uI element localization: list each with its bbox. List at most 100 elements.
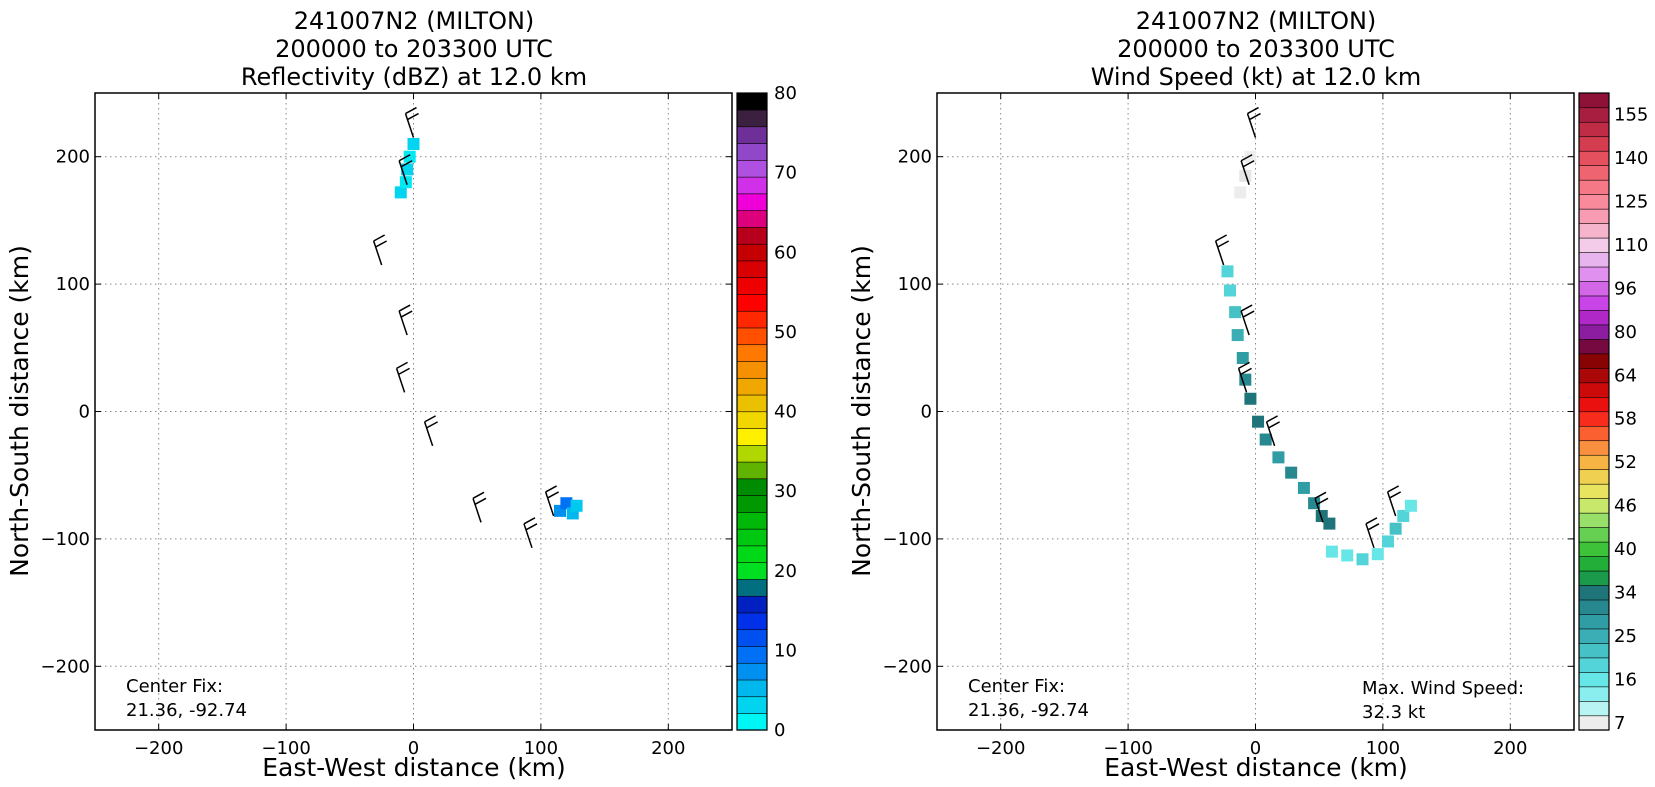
colorbar-segment (1578, 179, 1610, 195)
colorbar-segment (1578, 715, 1610, 731)
x-tick-label: 0 (1250, 738, 1261, 759)
colorbar-segment (736, 193, 768, 211)
colorbar-tick-label: 60 (774, 242, 797, 263)
colorbar-tick-label: 46 (1614, 496, 1637, 517)
wind-barb (404, 106, 419, 138)
colorbar-segment (736, 360, 768, 379)
colorbar-segment (1578, 165, 1610, 181)
wind-barb (472, 491, 487, 523)
colorbar-segment (736, 293, 768, 312)
data-point (1231, 329, 1244, 342)
data-point (1221, 265, 1234, 278)
wind-barb (544, 485, 559, 517)
data-point (1356, 553, 1369, 566)
left-gridlines (95, 93, 732, 730)
colorbar-segment (736, 427, 768, 446)
y-tick-label: 200 (898, 147, 932, 168)
data-point (1341, 549, 1354, 562)
colorbar-segment (1578, 425, 1610, 442)
right-x-ticks: −200 −100 0 100 200 (976, 93, 1527, 759)
right-center-fix-value: 21.36, -92.74 (968, 700, 1089, 721)
y-tick-label: 100 (898, 274, 932, 295)
colorbar-segment (736, 226, 768, 245)
colorbar-segment (736, 595, 768, 614)
data-point (570, 499, 583, 512)
wind-barb (1386, 485, 1401, 517)
colorbar-segment (736, 444, 768, 463)
x-tick-label: −200 (976, 738, 1025, 759)
data-point (1239, 373, 1252, 386)
x-tick-label: −200 (134, 738, 183, 759)
wind-barb (1246, 106, 1261, 138)
right-max-wind-value: 32.3 kt (1362, 702, 1425, 723)
left-title-line-3: Reflectivity (dBZ) at 12.0 km (241, 63, 587, 91)
colorbar-segment (736, 92, 768, 111)
right-gridlines (937, 93, 1574, 730)
right-title-line-2: 200000 to 203300 UTC (1117, 35, 1395, 63)
colorbar-segment (1578, 512, 1610, 528)
colorbar-tick-label: 58 (1614, 409, 1637, 430)
wind-barb (398, 154, 413, 185)
data-point (1239, 169, 1252, 182)
left-x-axis-label: East-West distance (km) (262, 753, 566, 782)
colorbar-segment (1578, 671, 1610, 688)
colorbar-segment (736, 126, 768, 144)
colorbar-tick-label: 80 (1614, 322, 1637, 343)
data-point (1252, 415, 1265, 428)
x-tick-label: 0 (408, 738, 419, 759)
colorbar-segment (1578, 107, 1610, 123)
colorbar-tick-label: 155 (1614, 105, 1648, 126)
colorbar-segment (736, 545, 768, 563)
colorbar-frame (736, 92, 768, 731)
data-point (1323, 517, 1336, 530)
colorbar-segment (1578, 642, 1610, 659)
data-point (1244, 392, 1257, 405)
colorbar-segment (736, 511, 768, 530)
right-panel: 241007N2 (MILTON) 200000 to 203300 UTC W… (847, 7, 1648, 782)
colorbar-segment (1578, 353, 1610, 369)
colorbar-segment (1578, 222, 1610, 239)
wind-barb (1265, 415, 1280, 447)
right-wind-speed-points (1221, 150, 1417, 566)
right-colorbar (1578, 92, 1610, 731)
colorbar-segment (736, 310, 768, 329)
data-point (1236, 351, 1249, 364)
colorbar-frame (1578, 92, 1610, 731)
colorbar-segment (1578, 483, 1610, 499)
wind-barb (398, 304, 413, 336)
colorbar-segment (1578, 136, 1610, 152)
colorbar-segment (736, 528, 768, 547)
colorbar-segment (1578, 367, 1610, 384)
colorbar-segment (1578, 92, 1610, 109)
colorbar-segment (736, 394, 768, 413)
left-colorbar-ticks: 0 10 20 30 40 50 60 70 80 (774, 83, 797, 741)
colorbar-segment (1578, 700, 1610, 717)
y-tick-label: −100 (41, 529, 90, 550)
colorbar-segment (1578, 280, 1610, 297)
colorbar-segment (1578, 309, 1610, 326)
colorbar-tick-label: 0 (774, 720, 785, 741)
colorbar-segment (1578, 237, 1610, 253)
left-reflectivity-points (394, 137, 583, 520)
colorbar-segment (1578, 295, 1610, 311)
colorbar-tick-label: 10 (774, 640, 797, 661)
left-panel: 241007N2 (MILTON) 200000 to 203300 UTC R… (5, 7, 797, 782)
data-point (1297, 481, 1310, 494)
colorbar-segment (736, 109, 768, 128)
x-tick-label: −100 (1103, 738, 1152, 759)
colorbar-segment (1578, 411, 1610, 427)
right-y-axis-label: North-South distance (km) (847, 245, 876, 577)
colorbar-segment (1578, 454, 1610, 471)
colorbar-tick-label: 16 (1614, 669, 1637, 690)
colorbar-segment (736, 645, 768, 664)
x-tick-label: −100 (261, 738, 310, 759)
right-wind-barbs (1214, 106, 1401, 549)
colorbar-segment (1578, 498, 1610, 514)
x-tick-label: 100 (524, 738, 558, 759)
colorbar-segment (736, 495, 768, 513)
x-tick-label: 200 (1493, 738, 1527, 759)
colorbar-segment (1578, 208, 1610, 224)
data-point (1371, 548, 1384, 561)
colorbar-segment (736, 210, 768, 228)
data-point (403, 150, 416, 163)
